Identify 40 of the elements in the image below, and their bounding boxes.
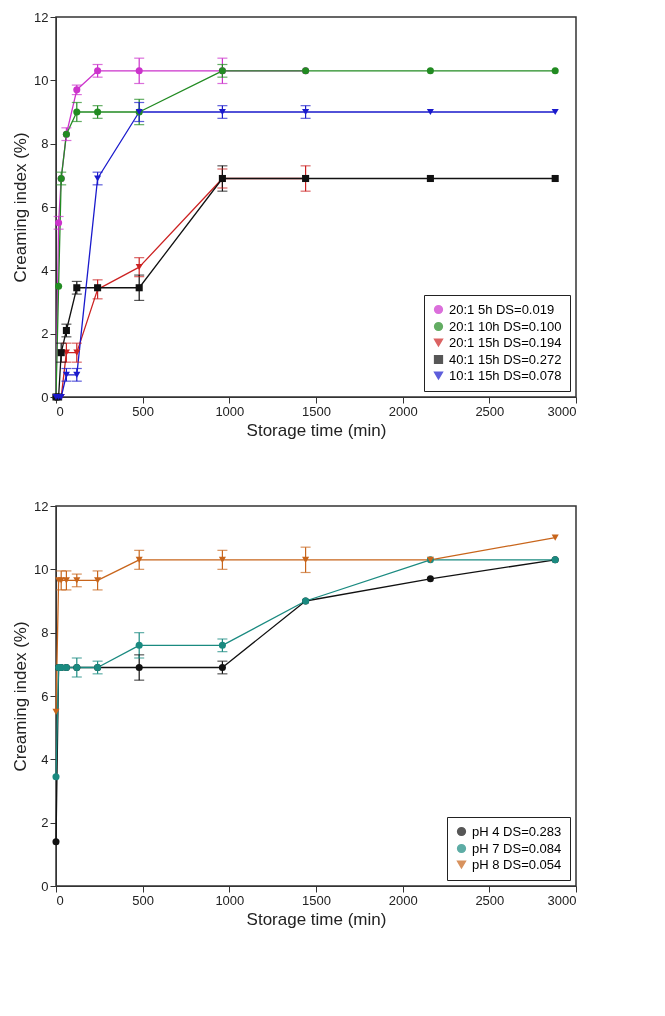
- x-tick-label: 3000: [547, 403, 577, 419]
- y-tick-label: 0: [41, 389, 49, 405]
- y-tick-label: 8: [41, 625, 49, 641]
- x-tick-label: 1500: [302, 892, 331, 908]
- y-tick-label: 12: [34, 9, 49, 25]
- x-tick-label: 500: [132, 892, 155, 908]
- legend-label: 10:1 15h DS=0.078: [449, 367, 562, 383]
- y-axis-title: Creaming index (%): [11, 621, 31, 772]
- y-tick-label: 4: [41, 751, 49, 767]
- legend-label: 20:1 15h DS=0.194: [449, 334, 562, 350]
- x-tick-label: 0: [56, 403, 64, 419]
- x-tick-label: 1000: [215, 892, 245, 908]
- legend-label: pH 7 DS=0.084: [472, 840, 562, 856]
- x-tick-label: 2500: [475, 892, 505, 908]
- x-tick-label: 500: [132, 403, 155, 419]
- y-tick-label: 6: [41, 199, 49, 215]
- x-tick-label: 3000: [547, 892, 577, 908]
- y-tick-label: 10: [34, 72, 49, 88]
- y-tick-label: 2: [41, 326, 49, 342]
- y-tick-label: 0: [41, 878, 49, 894]
- x-tick-label: 2500: [475, 403, 505, 419]
- y-tick-label: 12: [34, 498, 49, 514]
- y-tick-label: 4: [41, 262, 49, 278]
- y-tick-label: 2: [41, 815, 49, 831]
- x-tick-label: 0: [56, 892, 64, 908]
- legend-label: 20:1 5h DS=0.019: [449, 301, 555, 317]
- y-tick-label: 10: [34, 561, 49, 577]
- legend-label: pH 8 DS=0.054: [472, 856, 562, 872]
- x-tick-label: 1000: [215, 403, 245, 419]
- y-tick-label: 8: [41, 136, 49, 152]
- x-axis-title: Storage time (min): [246, 420, 387, 440]
- legend-label: 40:1 15h DS=0.272: [449, 351, 562, 367]
- x-axis-title: Storage time (min): [246, 909, 387, 929]
- y-axis-title: Creaming index (%): [11, 132, 31, 283]
- x-tick-label: 2000: [388, 403, 418, 419]
- y-tick-label: 6: [41, 688, 49, 704]
- legend-label: pH 4 DS=0.283: [472, 823, 562, 839]
- x-tick-label: 2000: [388, 892, 418, 908]
- x-tick-label: 1500: [302, 403, 331, 419]
- legend-label: 20:1 10h DS=0.100: [449, 318, 562, 334]
